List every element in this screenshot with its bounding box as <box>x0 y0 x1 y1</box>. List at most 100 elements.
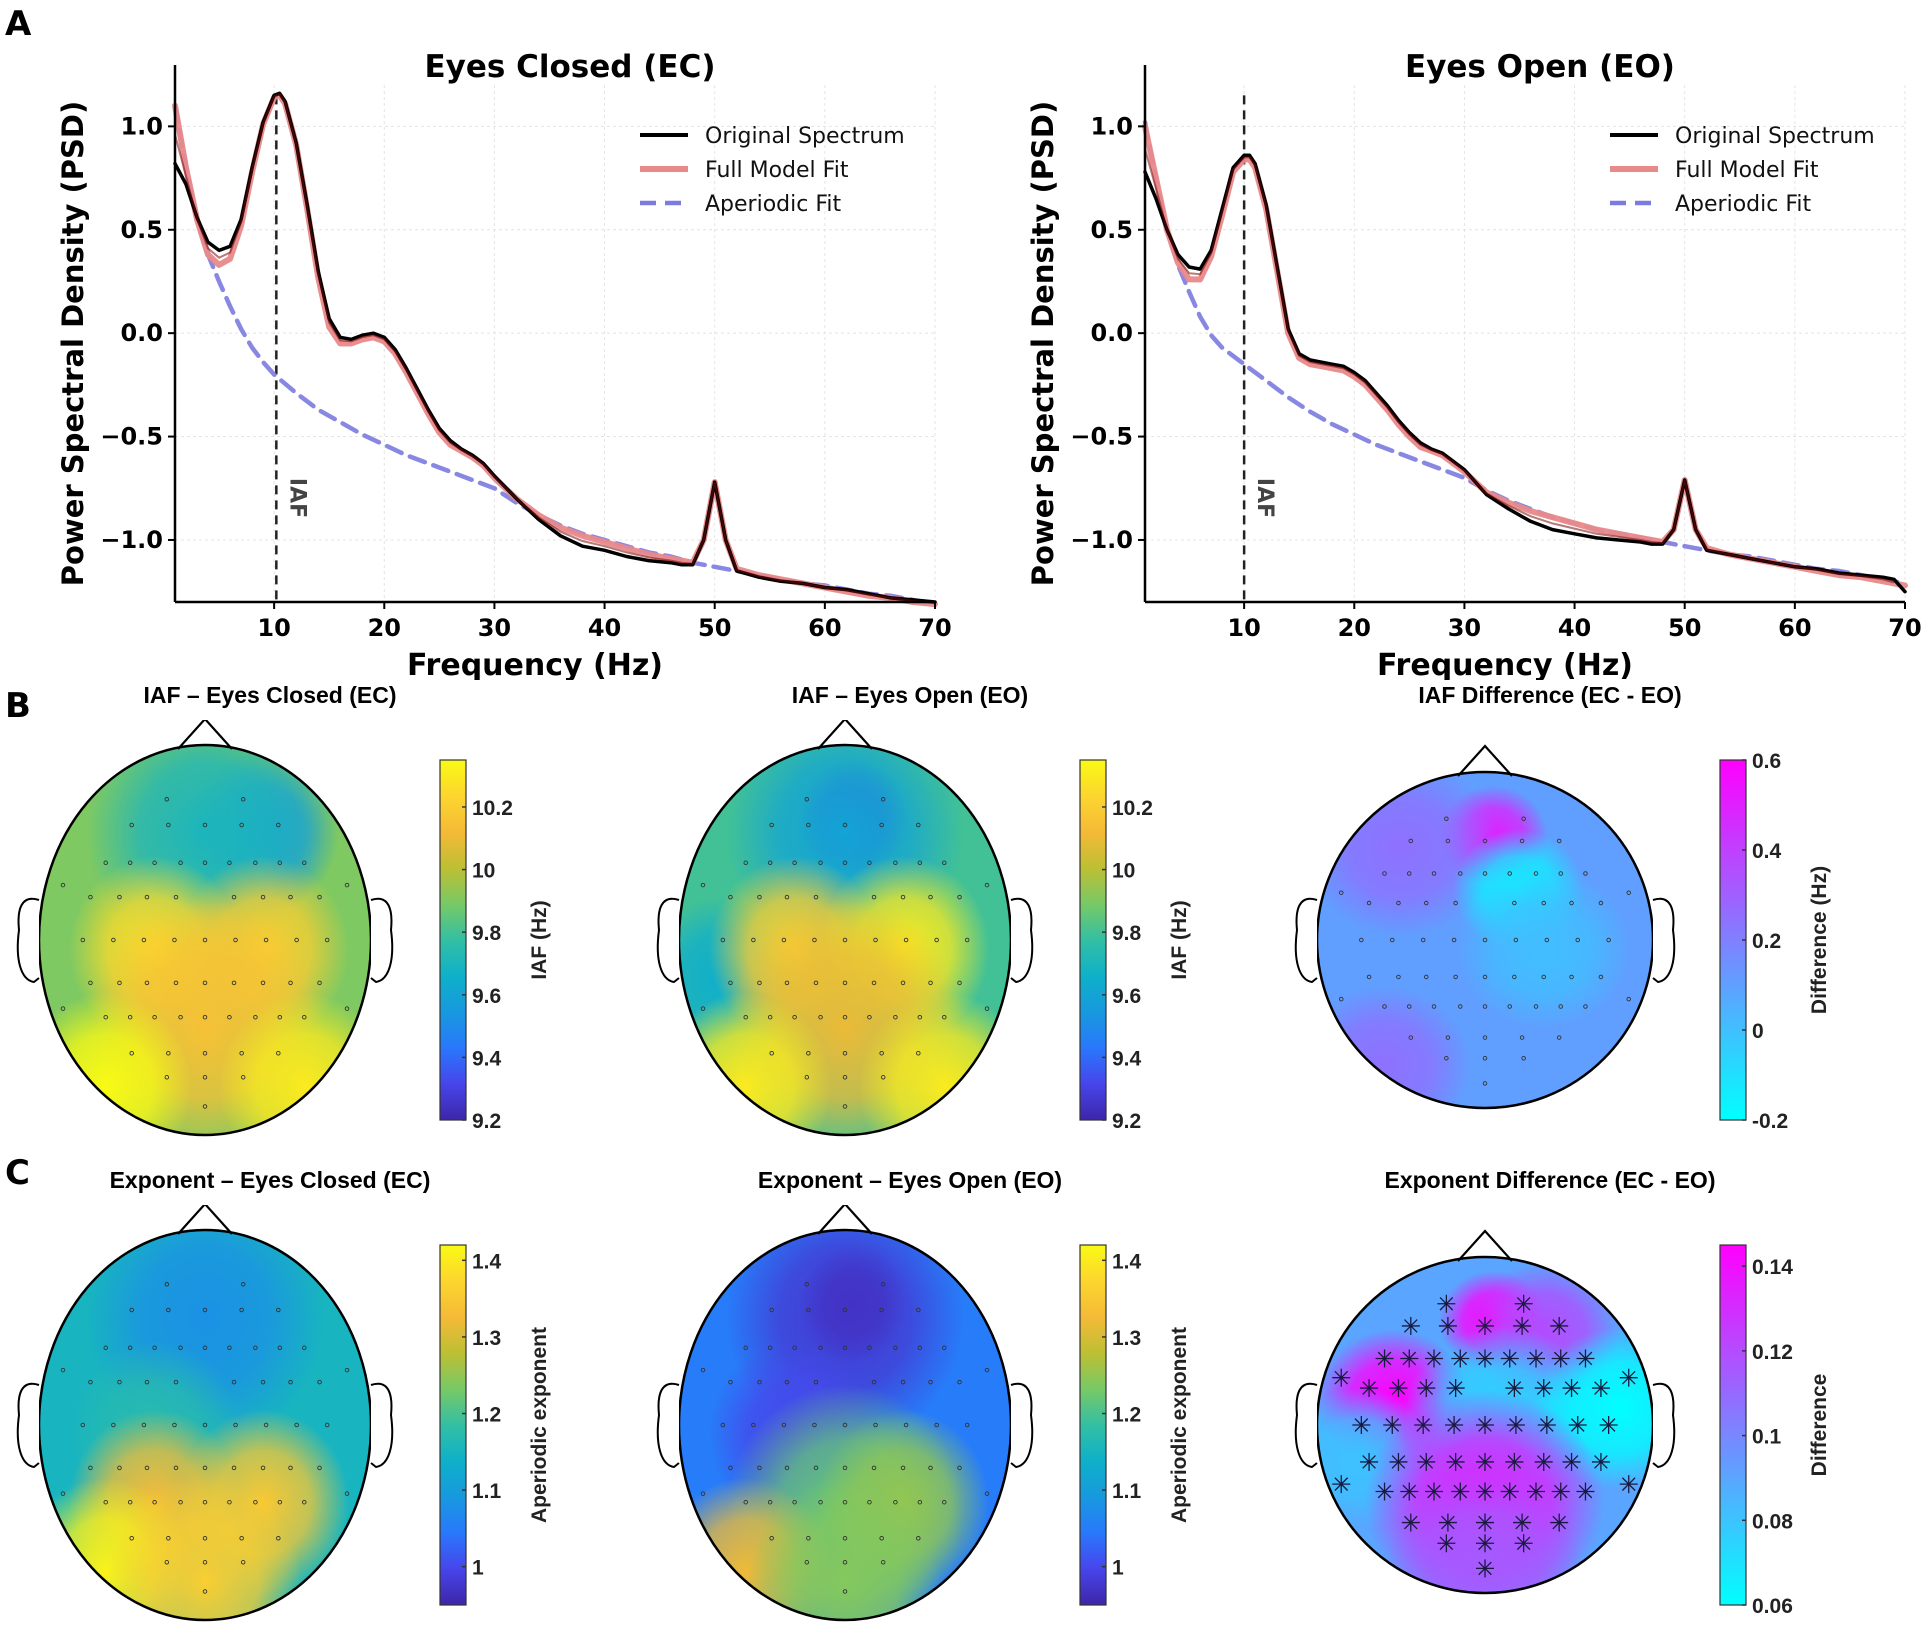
electrode-dot <box>1482 974 1488 980</box>
electrode-dot <box>957 1465 962 1471</box>
x-tick-label: 10 <box>1227 614 1260 642</box>
electrode-dot <box>1541 900 1546 906</box>
legend-label: Full Model Fit <box>705 158 849 183</box>
electrode-dot <box>141 1422 147 1428</box>
electrode-dot <box>152 1499 157 1505</box>
electrode-dot <box>804 1282 810 1287</box>
electrode-dot <box>1598 974 1604 980</box>
electrode-dot <box>917 1499 923 1505</box>
electrode-asterisk <box>1619 1368 1638 1387</box>
electrode-dot <box>317 894 322 900</box>
electrode-dot <box>916 822 921 828</box>
electrode-dot <box>260 894 266 900</box>
electrode-dot <box>253 1499 258 1505</box>
electrode-dot <box>880 797 886 802</box>
electrode-dot <box>117 1379 122 1385</box>
electrode-dot <box>103 1014 108 1020</box>
series-overlap-shade <box>1144 148 1895 584</box>
electrode-dot <box>957 980 962 986</box>
electrode-dot <box>277 1345 283 1351</box>
electrode-dot <box>173 1379 179 1385</box>
electrode-dot <box>111 937 116 943</box>
colorbar-tick-label: 0.12 <box>1752 1341 1793 1364</box>
topomap-region-central-right <box>1456 867 1632 1030</box>
electrode-asterisk <box>1389 1452 1408 1471</box>
electrode-dot <box>240 1560 246 1565</box>
electrode-dot <box>916 1051 921 1056</box>
colorbar-tick-label: 0.4 <box>1752 840 1782 863</box>
electrode-dot <box>812 1422 817 1428</box>
electrode-dot <box>277 1014 283 1020</box>
electrode-dot <box>240 1075 246 1080</box>
electrode-dot <box>227 1014 232 1020</box>
electrode-dot <box>879 1536 884 1541</box>
electrode-dot <box>1583 1004 1588 1009</box>
electrode-dot <box>88 1379 93 1385</box>
electrode-dot <box>202 1589 208 1594</box>
right-ear-icon <box>1010 1382 1034 1469</box>
electrode-asterisk <box>1332 1368 1351 1387</box>
iaf-annotation: IAF <box>284 478 309 518</box>
electrode-dot <box>942 1499 947 1505</box>
y-tick-label: 0.5 <box>120 216 163 244</box>
psd-chart-eyes-closed: IAF 10 20 30 40 50 60 70 −1.0 −0.5 0.0 0.5 1.0 Eyes C… <box>56 49 952 680</box>
electrode-dot <box>842 1051 848 1056</box>
electrode-asterisk <box>1438 1513 1457 1532</box>
electrode-dot <box>743 860 748 866</box>
topomap-surface <box>39 1230 371 1620</box>
electrode-dot <box>873 1422 878 1428</box>
colorbar-tick-label: 0.08 <box>1752 1510 1793 1533</box>
y-tick-label: −1.0 <box>1070 526 1133 554</box>
electrode-dot <box>813 894 819 900</box>
electrode-dot <box>1458 1004 1463 1009</box>
colorbar-tick-label: 9.4 <box>472 1047 502 1070</box>
electrode-dot <box>917 860 923 866</box>
electrode-asterisk <box>1551 1349 1570 1368</box>
electrode-dot <box>317 1465 322 1471</box>
electrode-dot <box>934 937 939 943</box>
left-ear-icon <box>16 897 40 984</box>
colorbar-label: Aperiodic exponent <box>528 1327 551 1523</box>
electrode-asterisk <box>1446 1452 1465 1471</box>
electrode-dot <box>1512 900 1517 906</box>
electrode-dot <box>842 860 848 866</box>
electrode-dot <box>1521 816 1526 822</box>
electrode-dot <box>127 1499 133 1505</box>
electrode-dot <box>942 1345 947 1351</box>
nose-icon <box>1457 744 1513 777</box>
x-tick-label: 40 <box>588 614 621 642</box>
electrode-dot <box>1533 1004 1539 1009</box>
colorbar <box>1719 1244 1747 1606</box>
electrode-dot <box>818 860 823 866</box>
electrode-dot <box>806 1051 811 1056</box>
electrode-dot <box>1519 1035 1525 1040</box>
electrode-dot <box>1482 1004 1488 1009</box>
electrode-dot <box>757 980 762 986</box>
electrode-dot <box>239 822 244 828</box>
chart-title: Eyes Open (EO) <box>1405 49 1675 85</box>
electrode-asterisk <box>1476 1482 1494 1501</box>
colorbar-tick-label: 0.6 <box>1752 750 1781 773</box>
electrode-dot <box>178 1499 183 1505</box>
electrode-dot <box>239 1536 244 1541</box>
electrode-dot <box>239 1307 244 1313</box>
colorbar-label: Difference <box>1808 1374 1831 1477</box>
electrode-dot <box>1626 890 1631 895</box>
electrode-dot <box>231 1379 237 1385</box>
electrode-dot <box>957 894 962 900</box>
electrode-dot <box>294 1422 299 1428</box>
electrode-dot <box>1382 871 1387 876</box>
electrode-dot <box>164 797 170 802</box>
electrode-dot <box>164 1560 170 1565</box>
topomap-surface <box>679 1230 1011 1620</box>
electrode-asterisk <box>1401 1513 1420 1532</box>
electrode-asterisk <box>1375 1482 1394 1501</box>
electrode-dot <box>728 894 733 900</box>
right-ear-icon <box>1652 1382 1676 1469</box>
panel-label-c: C <box>5 1153 30 1193</box>
electrode-dot <box>227 1345 232 1351</box>
topomap-topo-iaf-diff: 0.6 0.4 0.2 0 -0.2 Difference (Hz) <box>1294 744 1831 1133</box>
x-tick-label: 70 <box>1888 614 1921 642</box>
electrode-dot <box>172 937 177 943</box>
electrode-dot <box>202 1307 208 1313</box>
